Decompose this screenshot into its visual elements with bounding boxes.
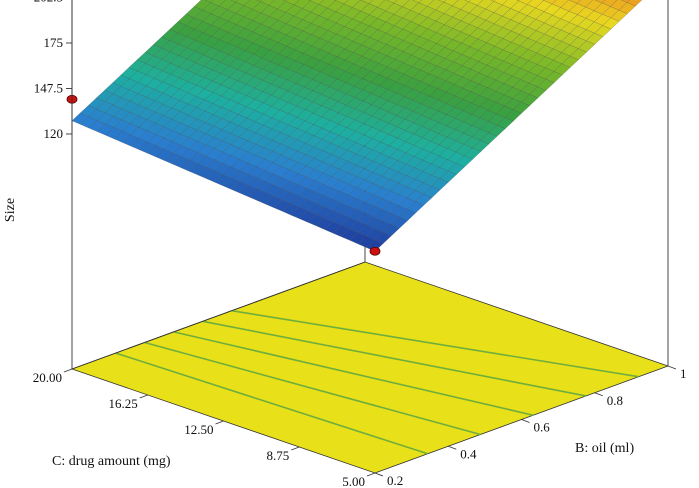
design-point [369,246,381,256]
oil-tick-label: 0.2 [387,473,403,488]
drug-tick-mark [139,394,148,399]
drug-tick-mark [366,472,376,477]
oil-tick-label: 0.8 [607,393,623,408]
drug-tick-mark [291,446,300,451]
size-tick-label: 202.5 [34,0,63,4]
drug-tick-label: 20.00 [33,370,62,385]
drug-tick-label: 8.75 [267,448,290,463]
frame-edge [71,261,366,370]
floor-contour-line [173,331,534,416]
oil-tick-mark [374,472,384,477]
surface-cell [366,239,384,252]
oil-tick-label: 1 [680,366,687,381]
floor-contour-line [202,320,587,397]
oil-axis-ticks: 0.2 0.4 0.6 0.8 1 [374,365,687,488]
size-tick-label: 120 [44,126,64,141]
drug-tick-label: 5.00 [342,474,365,488]
response-surface [71,0,643,252]
drug-tick-mark [215,420,224,425]
oil-tick-mark [521,419,530,423]
size-axis-label: Size [3,198,18,222]
oil-tick-mark [594,392,603,397]
drug-axis-ticks: 5.00 8.75 12.50 16.25 20.00 [33,368,376,488]
floor-contour-line [144,341,481,436]
drug-tick-label: 12.50 [184,422,213,437]
oil-tick-mark [448,445,457,450]
drug-tick-mark [63,368,73,373]
floor-contour-line [231,309,639,378]
drug-tick-label: 16.25 [109,396,138,411]
oil-tick-label: 0.4 [460,446,477,461]
oil-tick-label: 0.6 [534,420,551,435]
oil-axis-label: B: oil (ml) [575,441,634,456]
size-tick-label: 175 [44,35,64,50]
size-tick-label: 147.5 [34,80,63,95]
drug-axis-label: C: drug amount (mg) [52,454,171,469]
oil-tick-mark [667,365,677,370]
floor-contour-line [115,352,428,455]
